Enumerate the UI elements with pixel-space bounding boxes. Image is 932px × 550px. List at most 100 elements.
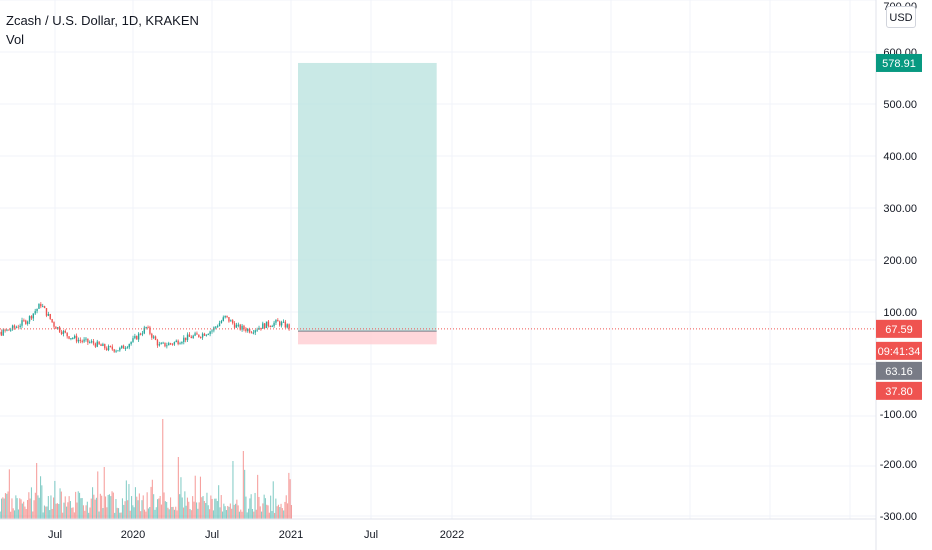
volume-bar	[64, 496, 66, 519]
volume-bar	[125, 480, 127, 519]
volume-bar	[264, 498, 266, 519]
volume-bar	[132, 505, 134, 519]
candle-body	[198, 334, 200, 337]
volume-bar	[290, 505, 292, 519]
volume-bar	[66, 506, 68, 519]
candle-body	[49, 314, 51, 320]
price-axis: 700.00600.00500.00400.00300.00200.00100.…	[880, 1, 917, 523]
volume-bar	[59, 488, 61, 519]
candle-body	[42, 306, 44, 308]
volume-bar	[11, 498, 13, 519]
stop-zone	[298, 331, 437, 345]
volume-bar	[98, 511, 100, 519]
candle-body	[145, 327, 147, 329]
candle-body	[137, 333, 140, 340]
volume-bar	[0, 511, 1, 519]
volume-bar	[274, 512, 276, 519]
volume-bar	[112, 492, 114, 519]
candle-body	[230, 320, 232, 322]
volume-bar	[60, 491, 62, 519]
volume-bar	[153, 494, 155, 519]
candle-body	[45, 308, 48, 316]
volume-bar	[25, 509, 27, 519]
volume-bar	[249, 498, 251, 519]
volume-bar	[29, 498, 31, 519]
candle-body	[115, 350, 117, 352]
volume-bar	[45, 506, 47, 519]
volume-bar	[95, 497, 97, 519]
candle-body	[243, 325, 245, 330]
bar-countdown-label: 09:41:34	[878, 346, 921, 358]
stop-price-label-bg	[876, 381, 922, 400]
candle-body	[200, 336, 202, 338]
volume-bar	[251, 509, 253, 519]
volume-bar	[105, 496, 107, 519]
volume-bar	[175, 506, 177, 519]
candle-body	[26, 321, 29, 324]
currency-unit-button[interactable]: USD	[886, 6, 916, 28]
candle-body	[122, 345, 125, 349]
candle-body	[0, 331, 3, 336]
candle-body	[34, 311, 36, 314]
volume-bar	[276, 506, 278, 519]
volume-bar	[177, 457, 179, 519]
candle-body	[38, 303, 40, 309]
candle-body	[4, 329, 6, 331]
candle-body	[205, 334, 208, 336]
volume-bar	[268, 512, 270, 519]
volume-bar	[173, 509, 175, 519]
volume-bar	[215, 498, 217, 519]
volume-bar	[237, 505, 239, 519]
volume-bar	[140, 511, 142, 519]
volume-bar	[128, 484, 130, 519]
volume-bar	[55, 503, 57, 519]
symbol-title[interactable]: Zcash / U.S. Dollar, 1D, KRAKEN	[6, 13, 199, 28]
candle-body	[66, 332, 68, 337]
candle-body	[98, 341, 100, 345]
candle-body	[10, 329, 12, 331]
volume-bar	[10, 511, 12, 519]
candle-body	[158, 344, 161, 346]
candle-body	[216, 326, 219, 328]
candle-body	[32, 313, 35, 319]
volume-bar	[69, 501, 71, 519]
volume-bar	[262, 503, 264, 519]
volume-bar	[76, 502, 78, 519]
candle-body	[156, 339, 159, 346]
candle-body	[139, 333, 142, 335]
candle-body	[173, 342, 176, 345]
price-tick-label: -300.00	[880, 511, 917, 523]
candle-body	[160, 343, 162, 345]
volume-bar	[36, 463, 38, 519]
volume-bar	[176, 510, 178, 519]
candle-body	[152, 336, 155, 338]
volume-bar	[58, 503, 60, 519]
volume-bar	[159, 495, 161, 519]
candlestick-series	[0, 302, 290, 353]
volume-bar	[111, 491, 113, 519]
volume-bar	[193, 501, 195, 519]
price-tick-label: 300.00	[883, 203, 917, 215]
volume-bar	[82, 505, 84, 519]
volume-bar	[154, 509, 156, 519]
candle-body	[107, 346, 110, 351]
candle-body	[119, 347, 121, 351]
candle-body	[263, 323, 266, 329]
candle-body	[47, 314, 50, 316]
volume-bar	[224, 506, 226, 519]
candle-body	[279, 321, 281, 326]
last-price-label-bg	[876, 319, 922, 338]
candle-body	[175, 340, 177, 343]
volume-bar	[283, 510, 285, 519]
candle-body	[81, 340, 83, 342]
volume-bar	[288, 472, 290, 519]
volume-bar	[56, 503, 58, 519]
volume-bar	[225, 510, 227, 519]
candle-body	[109, 346, 112, 348]
volume-bar	[127, 500, 129, 519]
volume-bar	[190, 510, 192, 519]
candle-body	[25, 320, 27, 324]
volume-legend[interactable]: Vol	[6, 32, 25, 47]
candle-body	[117, 350, 119, 352]
